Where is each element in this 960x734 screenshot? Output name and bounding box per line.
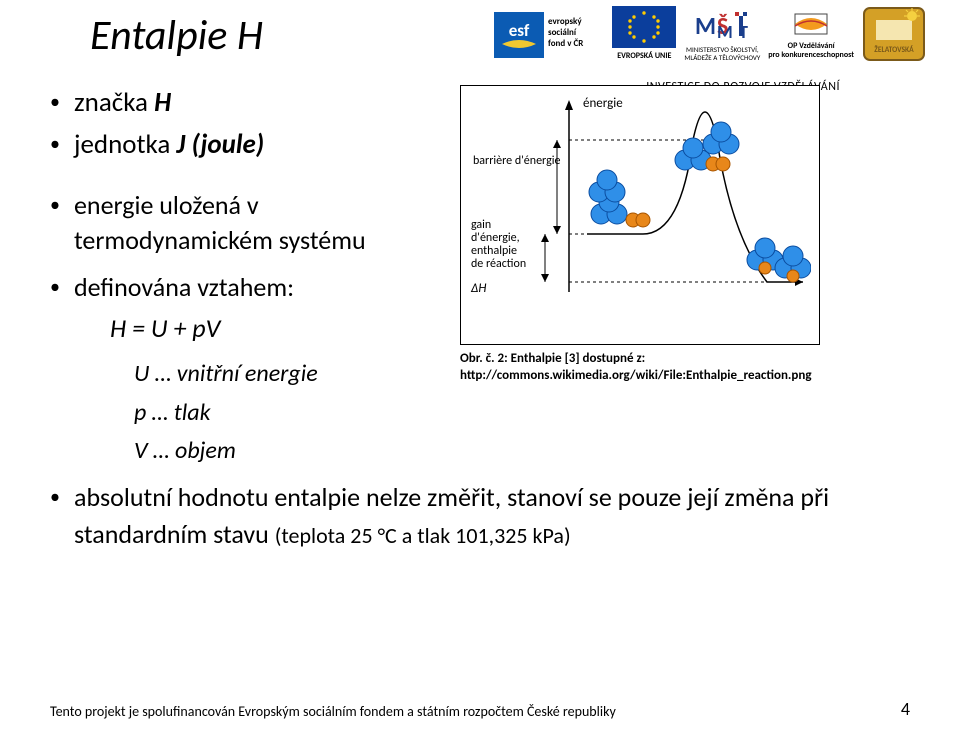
op-logo: OP Vzdělávání pro konkurenceschopnost xyxy=(768,6,854,60)
bullet-symbol: • značka H xyxy=(50,85,430,121)
legend-v: •V … objem xyxy=(110,435,430,467)
svg-text:M: M xyxy=(717,21,733,43)
logo-bar: esf evropský sociální fond v ČR xyxy=(494,6,926,64)
svg-text:sociální: sociální xyxy=(548,27,577,38)
msmt-logo: M Š M T MINISTERSTVO ŠKOLSTVÍ, MLÁDEŽE A… xyxy=(684,6,760,61)
svg-text:fond v ČR: fond v ČR xyxy=(548,37,583,49)
figure-frame: énergie barrière d'énergie xyxy=(460,85,820,345)
bullet-energy-stored: • energie uložená v termodynamickém syst… xyxy=(50,188,430,258)
svg-text:evropský: evropský xyxy=(548,16,582,27)
page-number: 4 xyxy=(901,698,910,720)
svg-text:énergie: énergie xyxy=(583,96,623,111)
eu-logo: EVROPSKÁ UNIE xyxy=(612,6,676,61)
zelatovska-logo: ŽELATOVSKÁ xyxy=(862,6,926,62)
fig-label-gain: gaind'énergie,enthalpiede réaction xyxy=(471,218,526,271)
fig-label-delta: ΔH xyxy=(470,281,486,296)
msmt-line2: MLÁDEŽE A TĚLOVÝCHOVY xyxy=(684,54,760,62)
product-cluster xyxy=(747,238,811,282)
footer-text: Tento projekt je spolufinancován Evropsk… xyxy=(50,703,616,720)
svg-text:T: T xyxy=(739,21,748,43)
op-icon xyxy=(789,6,833,42)
equation: H = U + pV xyxy=(50,311,430,346)
transition-cluster xyxy=(675,122,739,171)
esf-logo: esf evropský sociální fond v ČR xyxy=(494,6,604,64)
right-column: énergie barrière d'énergie xyxy=(460,85,910,473)
enthalpy-diagram: énergie barrière d'énergie xyxy=(467,92,811,302)
legend-p: •p … tlak xyxy=(110,397,430,429)
school-badge-icon: ŽELATOVSKÁ xyxy=(862,6,926,62)
left-column: • značka H • jednotka J (joule) • energi… xyxy=(50,85,430,473)
reactant-cluster xyxy=(589,170,650,227)
svg-text:M: M xyxy=(695,12,716,41)
svg-text:esf: esf xyxy=(509,20,530,41)
esf-icon: esf evropský sociální fond v ČR xyxy=(494,6,604,64)
bullet-absolute: • absolutní hodnotu entalpie nelze změři… xyxy=(50,479,910,552)
figure-caption: Obr. č. 2: Enthalpie [3] dostupné z: htt… xyxy=(460,351,910,385)
legend-u: •U … vnitřní energie xyxy=(110,358,430,390)
svg-text:ŽELATOVSKÁ: ŽELATOVSKÁ xyxy=(874,45,914,55)
eu-flag-icon xyxy=(612,6,676,52)
bullet-defined: • definována vztahem: xyxy=(50,270,430,305)
op-line2: pro konkurenceschopnost xyxy=(768,51,854,60)
eu-label: EVROPSKÁ UNIE xyxy=(617,52,671,61)
fig-label-barriere: barrière d'énergie xyxy=(473,154,560,168)
msmt-icon: M Š M T xyxy=(687,6,757,46)
bullet-unit: • jednotka J (joule) xyxy=(50,127,430,163)
